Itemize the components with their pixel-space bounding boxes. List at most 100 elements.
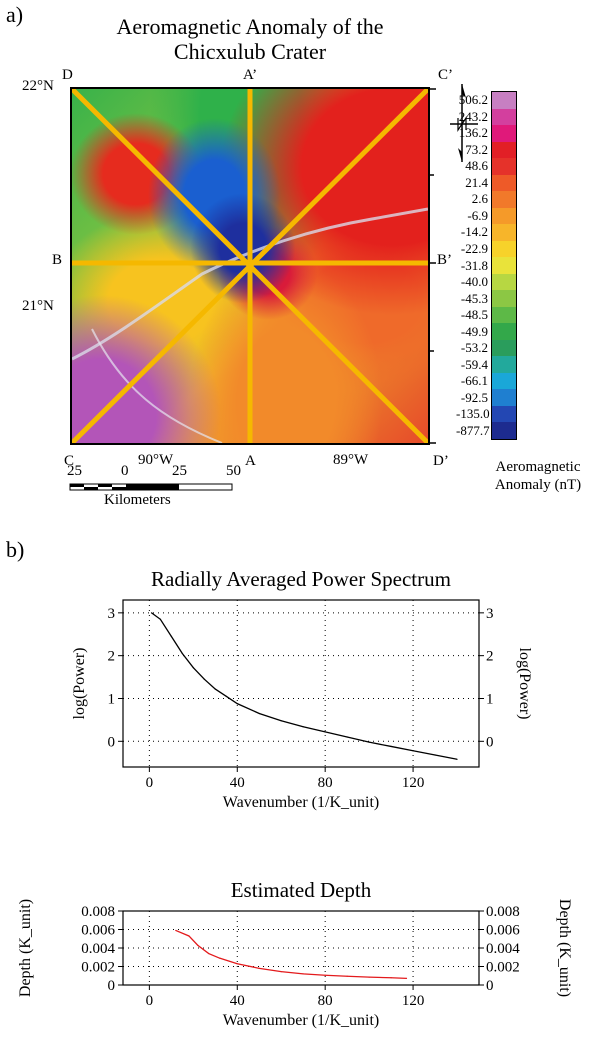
colorbar-value-label: -877.7 bbox=[456, 422, 490, 438]
colorbar-value-label: -48.5 bbox=[460, 307, 488, 323]
y-tick-label: 0.006 bbox=[81, 923, 115, 939]
colorbar-segment bbox=[492, 389, 516, 407]
estimated-depth-chart: Estimated Depth 0 40 80 120 0 0 0.002 0.002 0.004… bbox=[17, 878, 573, 1029]
scale-tick-neg25: 25 bbox=[67, 463, 82, 479]
y-axis-label-right: Depth (K_unit) bbox=[556, 899, 573, 997]
colorbar-value-label: -66.1 bbox=[460, 373, 488, 389]
data-point bbox=[412, 750, 414, 752]
panel-b-label: b) bbox=[6, 537, 25, 562]
y-tick-label: 2 bbox=[108, 649, 116, 665]
data-point bbox=[214, 688, 216, 690]
colorbar-segment bbox=[492, 174, 516, 192]
y-tick-label: 0.008 bbox=[81, 904, 115, 920]
scale-bar bbox=[69, 483, 233, 491]
colorbar-value-label: 73.2 bbox=[465, 141, 488, 157]
colorbar-value-label: 506.2 bbox=[458, 92, 488, 108]
colorbar-value-label: 21.4 bbox=[465, 174, 488, 190]
colorbar-value-label: -22.9 bbox=[460, 240, 488, 256]
y-tick-label: 0.002 bbox=[81, 960, 115, 976]
y-tick-label: 0 bbox=[108, 734, 116, 750]
data-point bbox=[405, 977, 408, 979]
y-tick-label-right: 0.008 bbox=[486, 904, 520, 920]
colorbar-title-line1: Aeromagnetic bbox=[495, 459, 581, 475]
x-tick-label: 120 bbox=[402, 775, 425, 791]
y-tick-label-right: 0.004 bbox=[486, 941, 520, 957]
colorbar-value-label: 243.2 bbox=[458, 108, 488, 124]
data-point bbox=[434, 754, 436, 756]
data-point bbox=[150, 612, 153, 614]
colorbar-value-label: 136.2 bbox=[458, 125, 488, 141]
colorbar-value-label: -40.0 bbox=[460, 274, 488, 290]
data-point bbox=[324, 731, 326, 733]
colorbar-segment bbox=[492, 405, 516, 423]
lon-89w-label: 89°W bbox=[333, 452, 369, 468]
colorbar-title-line2: Anomaly (nT) bbox=[494, 477, 582, 493]
profile-label-c-prime: C’ bbox=[438, 67, 453, 83]
scale-tick-50: 50 bbox=[226, 463, 241, 479]
colorbar-segment bbox=[492, 290, 516, 308]
map-frame-ticks bbox=[428, 88, 436, 444]
data-point bbox=[302, 973, 304, 975]
lat-21n-label: 21°N bbox=[22, 298, 54, 314]
profile-label-b-prime: B’ bbox=[437, 252, 452, 268]
colorbar-segment bbox=[492, 339, 516, 357]
map-title-line2: Chicxulub Crater bbox=[173, 39, 327, 64]
map-title-line1: Aeromagnetic Anomaly of the bbox=[116, 14, 384, 39]
y-tick-label: 0.004 bbox=[81, 941, 115, 957]
data-point bbox=[258, 712, 260, 715]
colorbar-segment bbox=[492, 257, 516, 275]
x-tick-label: 0 bbox=[146, 775, 154, 791]
data-point bbox=[346, 975, 348, 977]
chart-title: Estimated Depth bbox=[231, 878, 372, 902]
data-point bbox=[368, 741, 370, 743]
data-line bbox=[151, 612, 458, 760]
data-point bbox=[236, 703, 238, 705]
colorbar-segment bbox=[492, 372, 516, 390]
colorbar-segment bbox=[492, 273, 516, 291]
scale-tick-0: 0 bbox=[121, 463, 129, 479]
colorbar-value-label: -135.0 bbox=[456, 406, 490, 422]
colorbar-value-label: -45.3 bbox=[460, 290, 488, 306]
data-point bbox=[258, 967, 260, 969]
panel-a-label: a) bbox=[6, 2, 24, 27]
colorbar-value-label: 2.6 bbox=[471, 191, 488, 207]
x-axis-label: Wavenumber (1/K_unit) bbox=[223, 1012, 379, 1029]
road-line bbox=[72, 207, 428, 361]
profile-label-c: C bbox=[64, 453, 75, 469]
map-title: Aeromagnetic Anomaly of the Chicxulub Cr… bbox=[70, 14, 430, 64]
y-axis-label: log(Power) bbox=[71, 648, 88, 720]
profile-label-a: A bbox=[245, 453, 256, 469]
colorbar bbox=[491, 91, 517, 440]
y-tick-label: 1 bbox=[108, 691, 116, 707]
profile-label-d: D bbox=[62, 67, 73, 83]
colorbar-segment bbox=[492, 191, 516, 209]
scale-unit-label: Kilometers bbox=[104, 492, 171, 508]
y-axis-label: Depth (K_unit) bbox=[17, 899, 34, 997]
aeromagnetic-map bbox=[70, 87, 430, 445]
y-tick-label-right: 3 bbox=[486, 606, 494, 622]
colorbar-segment bbox=[492, 92, 516, 110]
data-point bbox=[170, 635, 172, 637]
profile-label-a-prime: A’ bbox=[243, 67, 258, 83]
colorbar-segment bbox=[492, 422, 516, 440]
colorbar-segment bbox=[492, 158, 516, 176]
x-tick-label: 40 bbox=[230, 775, 245, 791]
x-tick-label: 120 bbox=[402, 993, 425, 1009]
lat-22n-label: 22°N bbox=[22, 78, 54, 94]
colorbar-segment bbox=[492, 224, 516, 242]
colorbar-value-label: -49.9 bbox=[460, 323, 488, 339]
y-tick-label-right: 2 bbox=[486, 649, 494, 665]
colorbar-value-label: -6.9 bbox=[467, 207, 488, 223]
y-tick-label: 3 bbox=[108, 606, 116, 622]
north-arrow-icon bbox=[450, 84, 478, 162]
plot-frame bbox=[122, 599, 480, 768]
y-tick-label-right: 0 bbox=[486, 734, 494, 750]
profile-label-b: B bbox=[52, 252, 63, 268]
scale-tick-25: 25 bbox=[172, 463, 187, 479]
data-point bbox=[197, 944, 199, 946]
colorbar-segment bbox=[492, 108, 516, 126]
data-point bbox=[368, 976, 370, 978]
data-point bbox=[181, 652, 183, 655]
colorbar-title: Aeromagnetic Anomaly (nT) bbox=[490, 458, 586, 494]
